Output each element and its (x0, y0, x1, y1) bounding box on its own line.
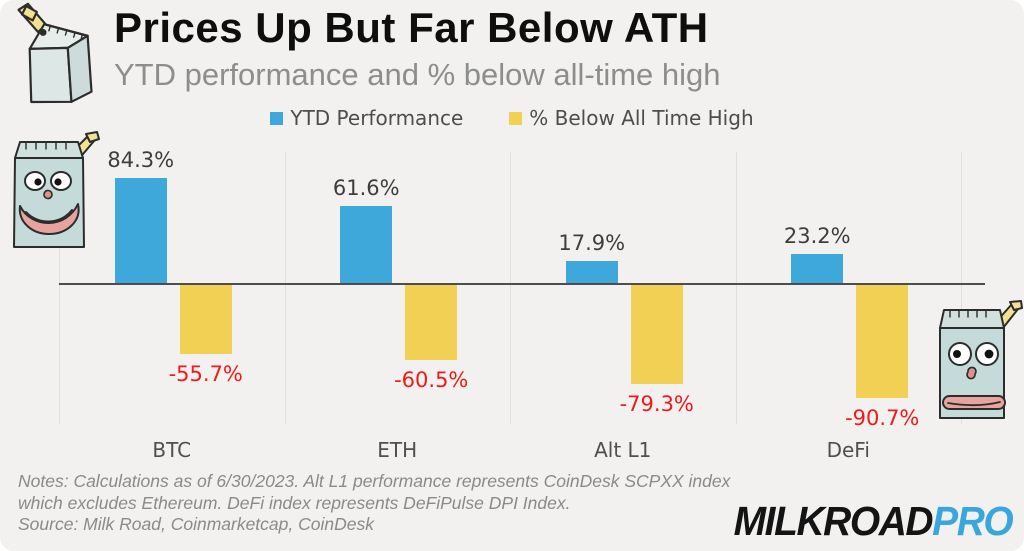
zero-axis-line (59, 283, 985, 285)
gridline (735, 152, 737, 424)
page-title: Prices Up But Far Below ATH (114, 4, 709, 51)
gridline (961, 152, 962, 424)
bar-below-ath-eth (405, 285, 458, 360)
category-label-alt-l1: Alt L1 (594, 438, 652, 462)
chart-legend: YTD Performance % Below All Time High (0, 106, 1024, 130)
value-label-ytd-alt-l1: 17.9% (558, 231, 626, 255)
milk-carton-happy-icon (13, 131, 100, 248)
category-label-btc: BTC (152, 438, 192, 462)
chart-source: Source: Milk Road, Coinmarketcap, CoinDe… (18, 514, 374, 534)
chart-notes: Notes: Calculations as of 6/30/2023. Alt… (18, 471, 731, 513)
legend-item-ytd: YTD Performance (270, 106, 463, 130)
bar-below-ath-defi (856, 285, 909, 398)
logo-pro: PRO (931, 498, 1014, 544)
bar-below-ath-alt-l1 (630, 285, 683, 384)
value-label-ytd-eth: 61.6% (332, 176, 400, 200)
bar-ytd-defi (791, 254, 844, 283)
legend-item-below-ath: % Below All Time High (509, 106, 754, 130)
milk-carton-plain-icon (17, 2, 93, 104)
value-label-below-ath-alt-l1: -79.3% (619, 392, 694, 416)
logo-milkroad: MILKROAD (733, 498, 933, 544)
bar-ytd-btc (114, 178, 167, 283)
bar-ytd-eth (340, 206, 393, 283)
gridline (284, 152, 286, 424)
category-label-defi: DeFi (826, 438, 870, 462)
milk-carton-shocked-icon (939, 300, 1023, 419)
legend-label: % Below All Time High (529, 106, 754, 130)
value-label-ytd-defi: 23.2% (783, 224, 851, 248)
category-label-eth: ETH (377, 438, 418, 462)
value-label-below-ath-defi: -90.7% (845, 406, 920, 430)
value-label-ytd-btc: 84.3% (107, 148, 175, 172)
legend-label: YTD Performance (290, 106, 464, 130)
gridline (510, 152, 511, 424)
bar-ytd-alt-l1 (565, 261, 618, 283)
bar-below-ath-btc (179, 285, 232, 354)
value-label-below-ath-btc: -55.7% (168, 362, 243, 386)
gridline (59, 152, 60, 424)
legend-swatch-icon (509, 111, 523, 125)
page-subtitle: YTD performance and % below all-time hig… (114, 57, 721, 92)
milkroad-pro-logo: MILKROADPRO (733, 498, 1014, 545)
value-label-below-ath-eth: -60.5% (394, 368, 469, 392)
legend-swatch-icon (270, 111, 284, 125)
